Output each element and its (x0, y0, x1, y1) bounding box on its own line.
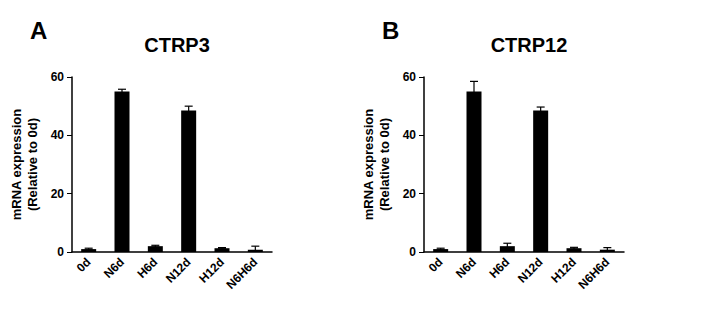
svg-text:H12d: H12d (548, 255, 579, 286)
svg-text:N6d: N6d (101, 255, 127, 281)
svg-text:H12d: H12d (196, 255, 227, 286)
svg-text:A: A (30, 17, 47, 44)
svg-text:60: 60 (51, 70, 65, 84)
svg-text:0: 0 (57, 245, 64, 259)
svg-text:H6d: H6d (486, 255, 512, 281)
svg-text:20: 20 (403, 187, 417, 201)
svg-text:0d: 0d (74, 255, 94, 275)
svg-text:(Relative to 0d): (Relative to 0d) (25, 118, 40, 211)
svg-text:mRNA expression: mRNA expression (361, 109, 376, 221)
svg-text:N6H6d: N6H6d (224, 255, 261, 292)
svg-text:0: 0 (409, 245, 416, 259)
svg-text:H6d: H6d (134, 255, 160, 281)
svg-text:(Relative to 0d): (Relative to 0d) (377, 118, 392, 211)
svg-text:40: 40 (51, 128, 65, 142)
svg-text:mRNA expression: mRNA expression (9, 109, 24, 221)
svg-text:N12d: N12d (515, 255, 546, 286)
svg-text:CTRP12: CTRP12 (491, 34, 568, 56)
svg-text:20: 20 (51, 187, 65, 201)
svg-text:CTRP3: CTRP3 (144, 34, 210, 56)
svg-text:B: B (382, 17, 399, 44)
svg-text:N6d: N6d (453, 255, 479, 281)
svg-text:N12d: N12d (163, 255, 194, 286)
svg-text:60: 60 (403, 70, 417, 84)
svg-text:0d: 0d (426, 255, 446, 275)
svg-text:N6H6d: N6H6d (576, 255, 613, 292)
svg-text:40: 40 (403, 128, 417, 142)
